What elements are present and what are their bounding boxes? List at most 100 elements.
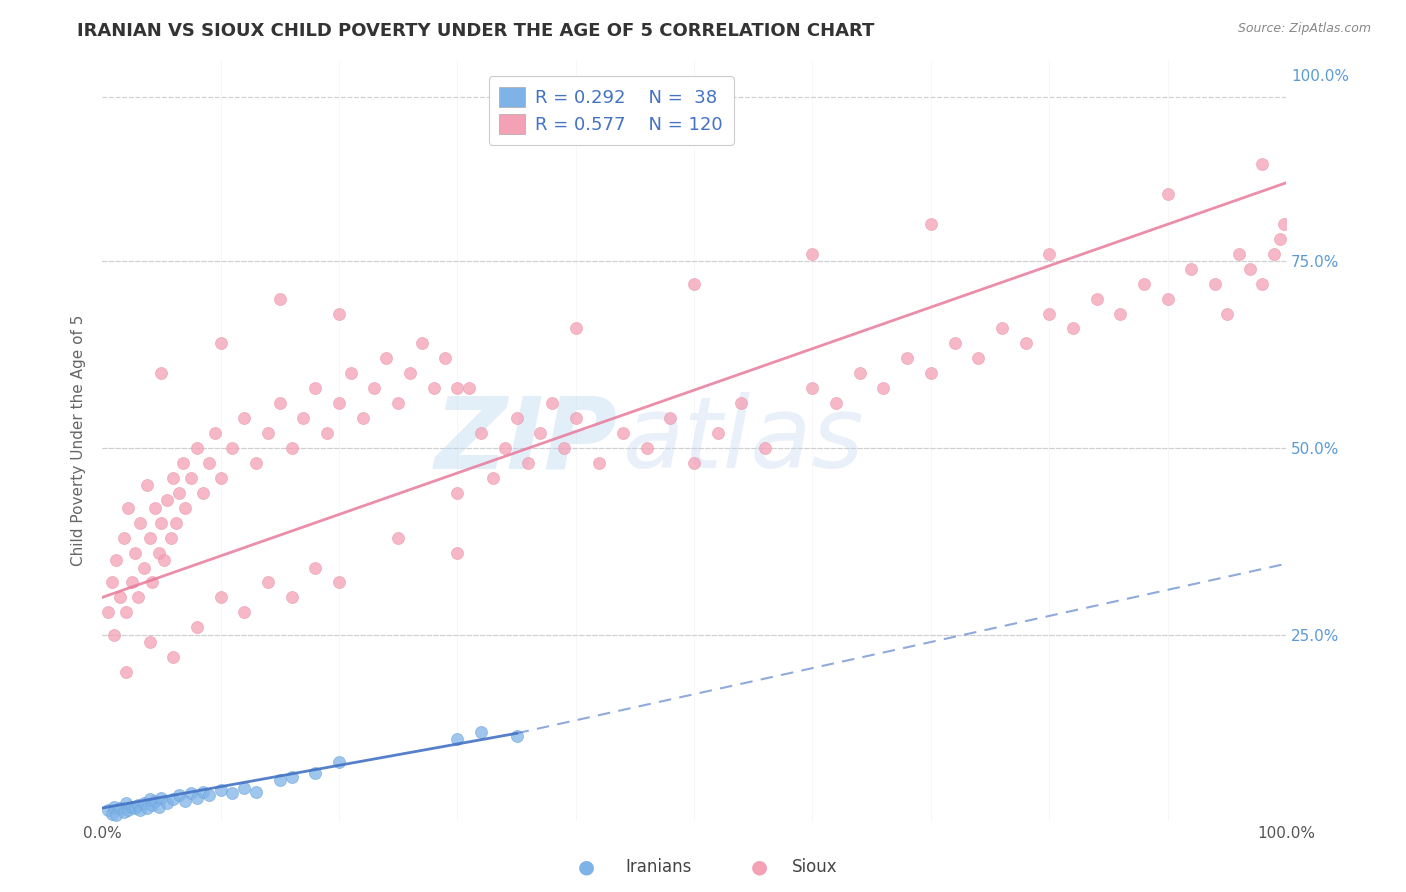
Point xyxy=(186,620,208,634)
Point xyxy=(446,732,468,747)
Point xyxy=(1180,261,1202,276)
Point xyxy=(754,441,776,455)
Point xyxy=(943,336,966,351)
Point xyxy=(197,456,219,470)
Point xyxy=(138,635,160,649)
Point xyxy=(517,456,540,470)
Point xyxy=(108,591,131,605)
Point xyxy=(121,799,143,814)
Point xyxy=(683,456,706,470)
Point xyxy=(103,799,125,814)
Point xyxy=(801,381,824,395)
Point xyxy=(920,217,942,231)
Point xyxy=(1216,307,1239,321)
Text: IRANIAN VS SIOUX CHILD POVERTY UNDER THE AGE OF 5 CORRELATION CHART: IRANIAN VS SIOUX CHILD POVERTY UNDER THE… xyxy=(77,22,875,40)
Point xyxy=(328,575,350,590)
Point xyxy=(920,367,942,381)
Point xyxy=(1156,292,1178,306)
Point xyxy=(138,792,160,806)
Point xyxy=(280,441,302,455)
Point xyxy=(180,471,202,485)
Point xyxy=(97,605,120,619)
Point xyxy=(825,396,848,410)
Point xyxy=(340,367,363,381)
Point xyxy=(706,425,728,440)
Point xyxy=(117,803,139,817)
Point xyxy=(280,770,302,784)
Point xyxy=(105,553,128,567)
Point xyxy=(849,367,872,381)
Point xyxy=(269,396,291,410)
Point xyxy=(280,591,302,605)
Point xyxy=(304,381,326,395)
Point xyxy=(1085,292,1108,306)
Point xyxy=(991,321,1014,335)
Point xyxy=(115,605,138,619)
Point xyxy=(162,792,184,806)
Text: ●: ● xyxy=(751,857,768,877)
Point xyxy=(304,765,326,780)
Point xyxy=(132,560,155,574)
Text: ZIP: ZIP xyxy=(434,392,617,489)
Point xyxy=(115,665,138,679)
Y-axis label: Child Poverty Under the Age of 5: Child Poverty Under the Age of 5 xyxy=(72,315,86,566)
Point xyxy=(156,493,179,508)
Point xyxy=(150,367,173,381)
Legend: R = 0.292    N =  38, R = 0.577    N = 120: R = 0.292 N = 38, R = 0.577 N = 120 xyxy=(488,76,734,145)
Point xyxy=(160,531,183,545)
Point xyxy=(257,575,280,590)
Point xyxy=(172,456,194,470)
Point xyxy=(127,591,149,605)
Point xyxy=(233,411,256,425)
Point xyxy=(204,425,226,440)
Point xyxy=(896,351,918,366)
Point xyxy=(191,784,214,798)
Point xyxy=(387,396,409,410)
Point xyxy=(1133,277,1156,291)
Point xyxy=(209,471,232,485)
Point xyxy=(145,500,167,515)
Point xyxy=(257,425,280,440)
Point xyxy=(165,516,187,530)
Point xyxy=(352,411,374,425)
Point xyxy=(233,605,256,619)
Point xyxy=(683,277,706,291)
Point xyxy=(612,425,634,440)
Point xyxy=(1156,187,1178,202)
Point xyxy=(138,531,160,545)
Point xyxy=(186,441,208,455)
Point xyxy=(411,336,433,351)
Point xyxy=(124,801,146,815)
Point xyxy=(1268,232,1291,246)
Point xyxy=(541,396,564,410)
Point xyxy=(1263,247,1285,261)
Point xyxy=(1239,261,1261,276)
Point xyxy=(124,545,146,559)
Point xyxy=(269,292,291,306)
Point xyxy=(458,381,481,395)
Point xyxy=(100,807,122,822)
Point xyxy=(434,351,457,366)
Point xyxy=(148,799,170,814)
Point xyxy=(1014,336,1036,351)
Point xyxy=(150,516,173,530)
Point xyxy=(191,485,214,500)
Text: Iranians: Iranians xyxy=(626,858,692,876)
Point xyxy=(304,560,326,574)
Point xyxy=(328,396,350,410)
Point xyxy=(1272,217,1295,231)
Point xyxy=(1038,307,1060,321)
Text: atlas: atlas xyxy=(623,392,865,489)
Point xyxy=(1251,277,1274,291)
Point xyxy=(245,784,267,798)
Point xyxy=(162,471,184,485)
Point xyxy=(967,351,990,366)
Point xyxy=(129,803,152,817)
Point xyxy=(446,381,468,395)
Point xyxy=(108,801,131,815)
Point xyxy=(659,411,682,425)
Point xyxy=(105,808,128,822)
Point xyxy=(730,396,752,410)
Point xyxy=(553,441,575,455)
Point xyxy=(363,381,385,395)
